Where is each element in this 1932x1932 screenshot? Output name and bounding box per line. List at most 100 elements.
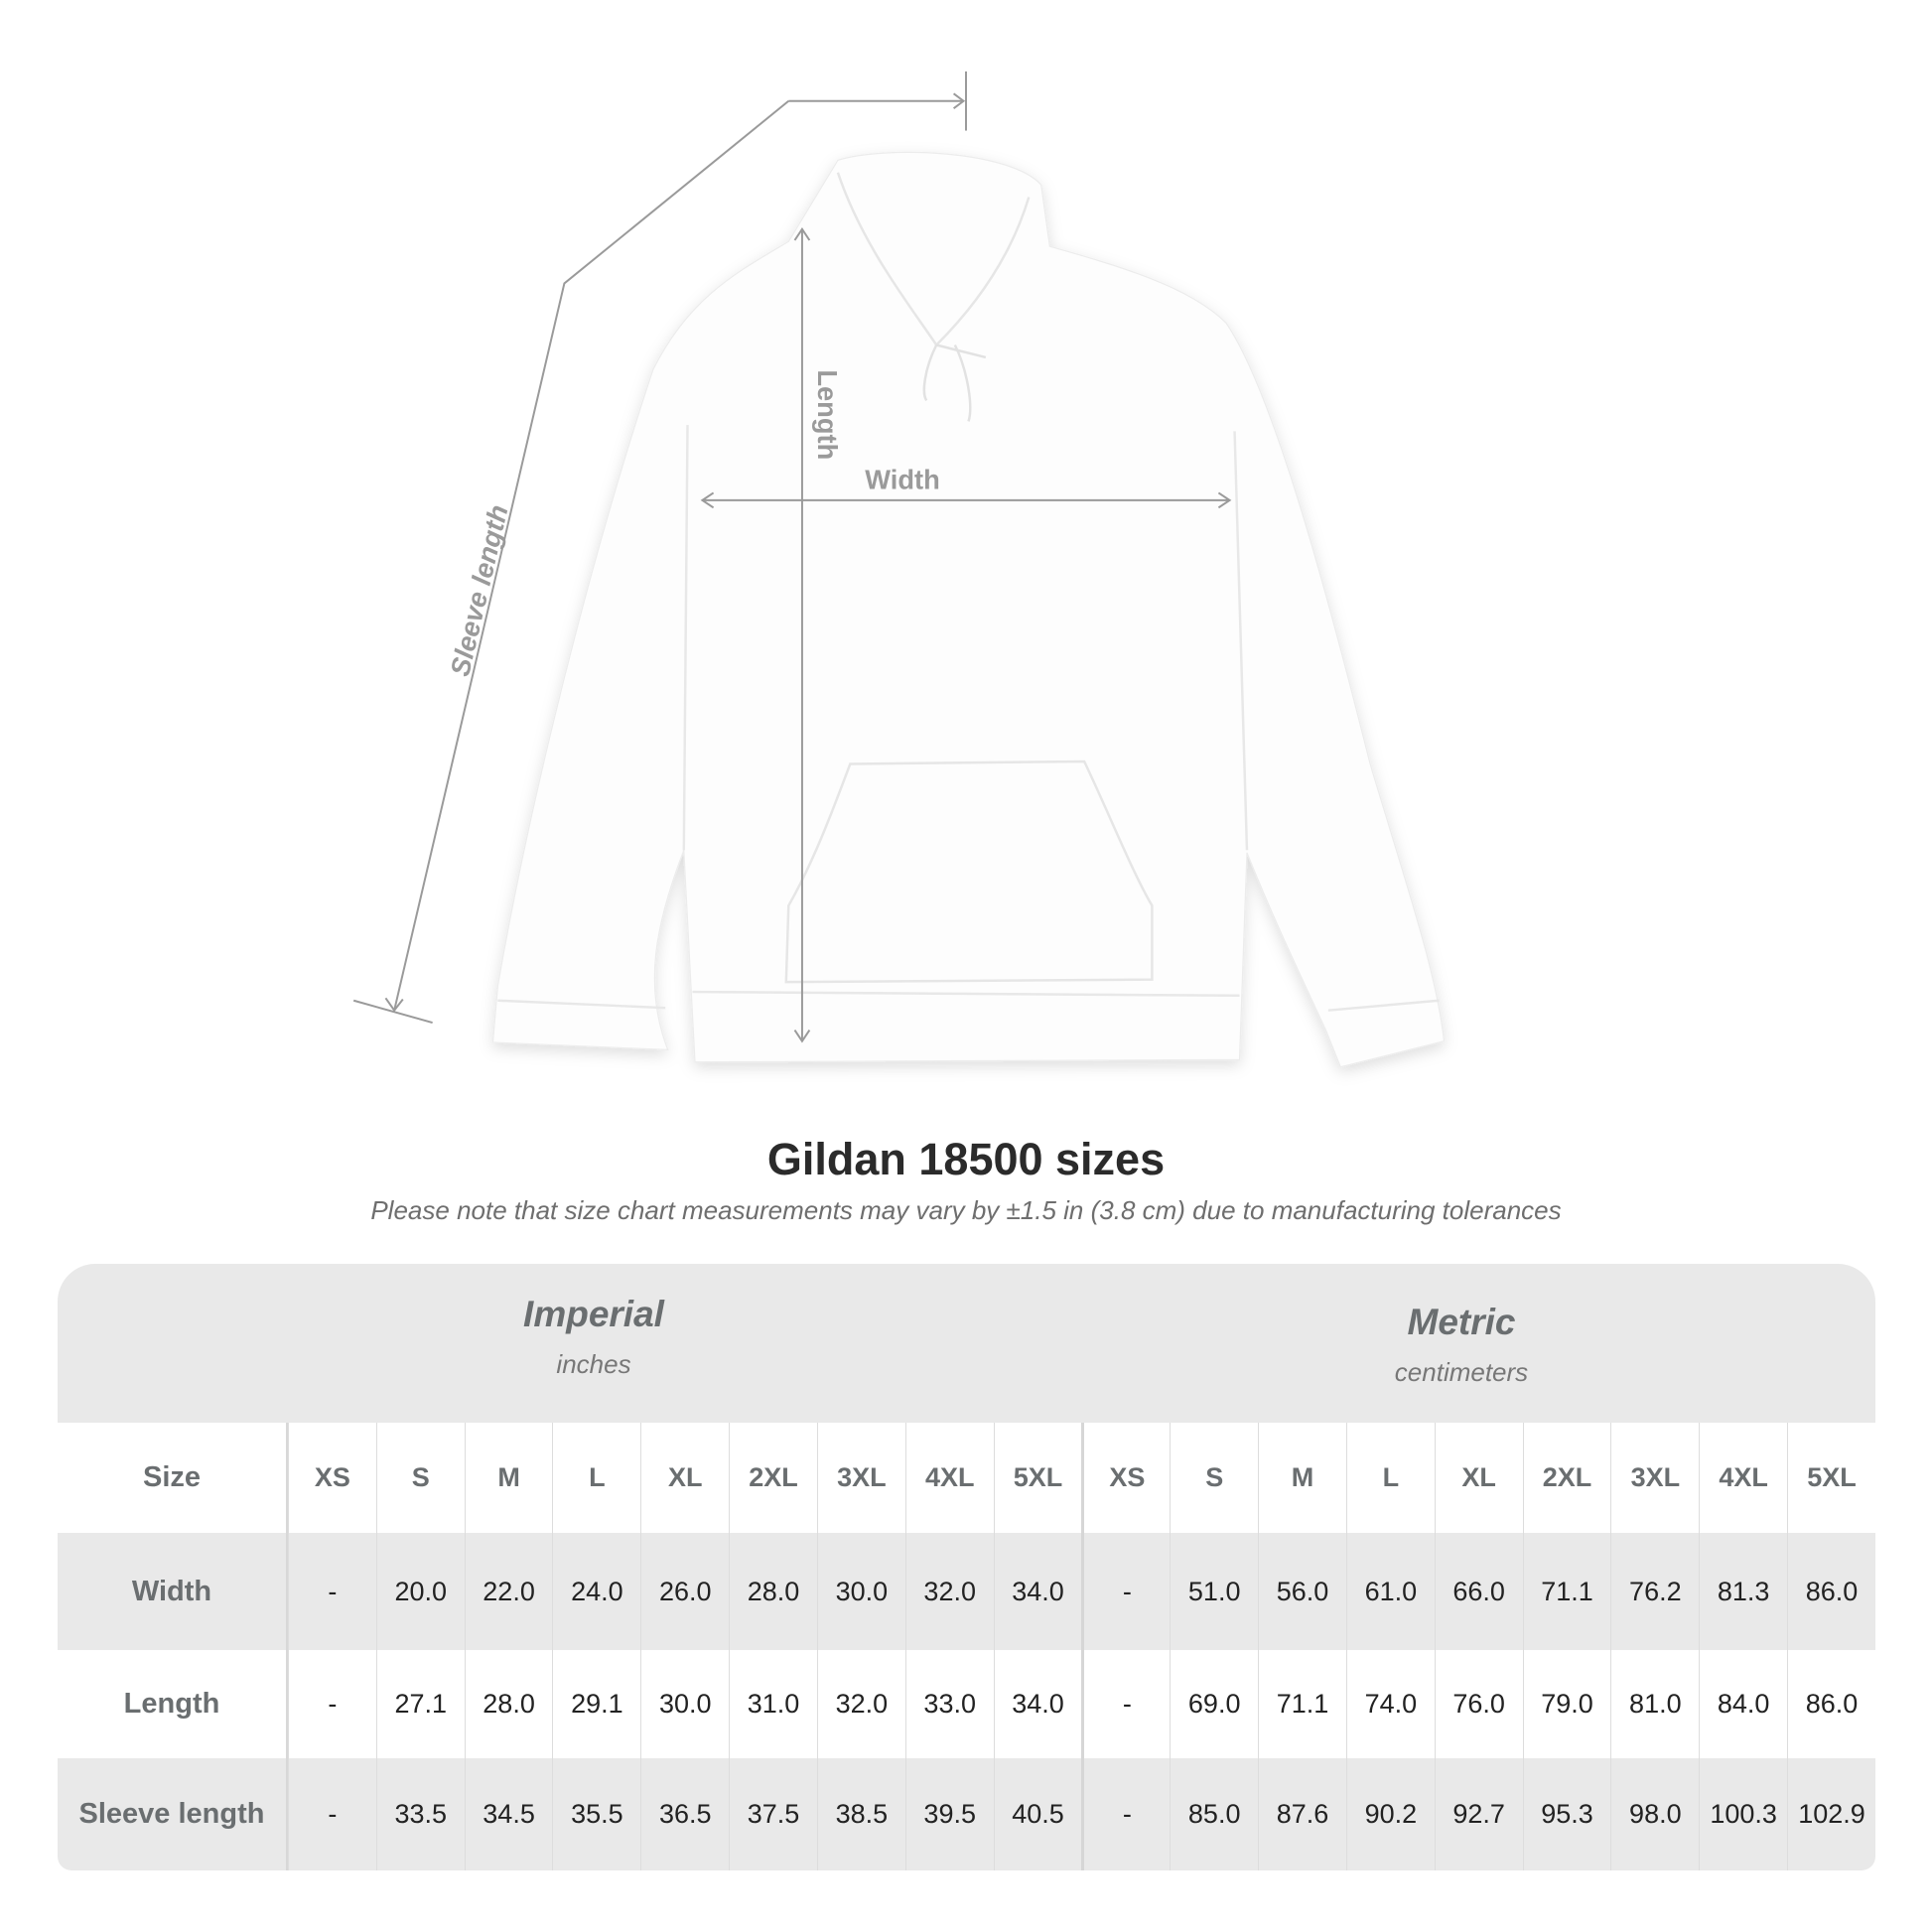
size-header-metric: L [1345, 1423, 1435, 1533]
table-row: Width -20.0 22.0 24.0 26.0 28.0 30.0 32.0 34.0-5… [58, 1533, 1875, 1650]
row-label: Sleeve length [58, 1758, 288, 1870]
table-cell-metric: 71.1 [1522, 1533, 1611, 1650]
size-header-metric: S [1170, 1423, 1258, 1533]
table-header: Imperial inches Metric centimeters [58, 1264, 1875, 1423]
arrow-icon [384, 997, 404, 1013]
imperial-title: Imperial [523, 1294, 664, 1334]
table-cell-metric: 98.0 [1610, 1758, 1699, 1870]
metric-title: Metric [1407, 1302, 1516, 1342]
size-header-imperial: XS [288, 1423, 376, 1533]
size-header-row: Size XS S M L XL 2XL 3XL 4XL 5XL XS S M L XL 2XL 3XL 4XL 5… [58, 1423, 1875, 1533]
sleeve-length-label: Sleeve length [444, 502, 513, 679]
table-cell-imperial: - [288, 1758, 376, 1870]
table-cell-imperial: 32.0 [904, 1533, 994, 1650]
row-label: Size [58, 1423, 288, 1533]
table-cell-metric: - [1081, 1533, 1170, 1650]
table-cell-imperial: 35.5 [552, 1758, 640, 1870]
table-cell-metric: 69.0 [1170, 1650, 1258, 1758]
arrow-icon [793, 1029, 811, 1043]
table-cell-metric: 74.0 [1345, 1650, 1435, 1758]
size-header-imperial: 4XL [904, 1423, 994, 1533]
table-cell-metric: 90.2 [1345, 1758, 1435, 1870]
table-cell-metric: 56.0 [1258, 1533, 1346, 1650]
tolerance-note: Please note that size chart measurements… [370, 1195, 1562, 1225]
size-header-imperial: 3XL [816, 1423, 905, 1533]
table-cell-metric: 87.6 [1258, 1758, 1346, 1870]
table-cell-imperial: 28.0 [464, 1650, 553, 1758]
arrow-icon [1217, 491, 1232, 509]
table-cell-imperial: - [288, 1650, 376, 1758]
table-cell-imperial: 33.5 [375, 1758, 465, 1870]
table-cell-imperial: 30.0 [640, 1650, 729, 1758]
table-cell-metric: 51.0 [1170, 1533, 1258, 1650]
table-cell-imperial: 31.0 [729, 1650, 817, 1758]
table-cell-metric: 79.0 [1522, 1650, 1611, 1758]
table-cell-metric: - [1081, 1650, 1170, 1758]
table-cell-imperial: 34.0 [993, 1533, 1082, 1650]
table-cell-imperial: 34.5 [464, 1758, 553, 1870]
arrow-icon [700, 491, 715, 509]
table-cell-imperial: 33.0 [904, 1650, 994, 1758]
size-header-imperial: XL [640, 1423, 729, 1533]
table-cell-imperial: 24.0 [552, 1533, 640, 1650]
size-header-metric: 2XL [1522, 1423, 1611, 1533]
table-cell-imperial: 34.0 [993, 1650, 1082, 1758]
table-cell-imperial: 28.0 [729, 1533, 817, 1650]
length-label: Length [812, 369, 843, 460]
table-cell-imperial: 39.5 [904, 1758, 994, 1870]
table-cell-metric: 92.7 [1434, 1758, 1523, 1870]
size-header-imperial: S [375, 1423, 465, 1533]
table-cell-metric: 71.1 [1258, 1650, 1346, 1758]
table-cell-imperial: 30.0 [816, 1533, 905, 1650]
table-cell-metric: 81.0 [1610, 1650, 1699, 1758]
table-cell-imperial: 32.0 [816, 1650, 905, 1758]
table-cell-imperial: 26.0 [640, 1533, 729, 1650]
table-cell-imperial: 36.5 [640, 1758, 729, 1870]
table-cell-imperial: - [288, 1533, 376, 1650]
table-cell-metric: 61.0 [1345, 1533, 1435, 1650]
table-cell-metric: 66.0 [1434, 1533, 1523, 1650]
sleeve-line [393, 99, 789, 1011]
table-cell-imperial: 40.5 [993, 1758, 1082, 1870]
table-cell-imperial: 20.0 [375, 1533, 465, 1650]
size-header-imperial: 2XL [729, 1423, 817, 1533]
imperial-unit: inches [556, 1349, 631, 1379]
row-label: Length [58, 1650, 288, 1758]
table-row: Sleeve length -33.5 34.5 35.5 36.5 37.5 38.5 39… [58, 1758, 1875, 1870]
table-cell-imperial: 27.1 [375, 1650, 465, 1758]
table-cell-imperial: 22.0 [464, 1533, 553, 1650]
table-cell-metric: - [1081, 1758, 1170, 1870]
metric-unit: centimeters [1394, 1357, 1529, 1387]
table-cell-metric: 81.3 [1699, 1533, 1787, 1650]
page-title: Gildan 18500 sizes [766, 1134, 1166, 1184]
hoodie-illustration [491, 151, 1446, 1068]
measurement-lines [352, 70, 1232, 1043]
size-header-imperial: M [464, 1423, 553, 1533]
size-table: Imperial inches Metric centimeters Size X… [58, 1264, 1875, 1870]
table-cell-metric: 85.0 [1170, 1758, 1258, 1870]
metric-header: Metric centimeters [1263, 1302, 1660, 1388]
size-header-metric: XL [1434, 1423, 1523, 1533]
table-cell-metric: 76.2 [1610, 1533, 1699, 1650]
width-label: Width [865, 465, 940, 495]
size-header-metric: XS [1081, 1423, 1170, 1533]
table-cell-metric: 86.0 [1787, 1650, 1875, 1758]
arrow-icon [952, 92, 966, 110]
table-cell-metric: 102.9 [1787, 1758, 1875, 1870]
row-label: Width [58, 1533, 288, 1650]
table-cell-imperial: 37.5 [729, 1758, 817, 1870]
sleeve-bottom-tick [352, 999, 433, 1025]
size-header-metric: 3XL [1610, 1423, 1699, 1533]
arrow-icon [793, 227, 811, 241]
size-header-metric: 5XL [1787, 1423, 1875, 1533]
table-cell-metric: 100.3 [1699, 1758, 1787, 1870]
table-cell-imperial: 29.1 [552, 1650, 640, 1758]
table-cell-metric: 86.0 [1787, 1533, 1875, 1650]
size-header-metric: M [1258, 1423, 1346, 1533]
size-header-imperial: 5XL [993, 1423, 1082, 1533]
imperial-header: Imperial inches [395, 1294, 792, 1380]
table-cell-metric: 76.0 [1434, 1650, 1523, 1758]
size-header-imperial: L [552, 1423, 640, 1533]
table-cell-metric: 95.3 [1522, 1758, 1611, 1870]
table-cell-imperial: 38.5 [816, 1758, 905, 1870]
